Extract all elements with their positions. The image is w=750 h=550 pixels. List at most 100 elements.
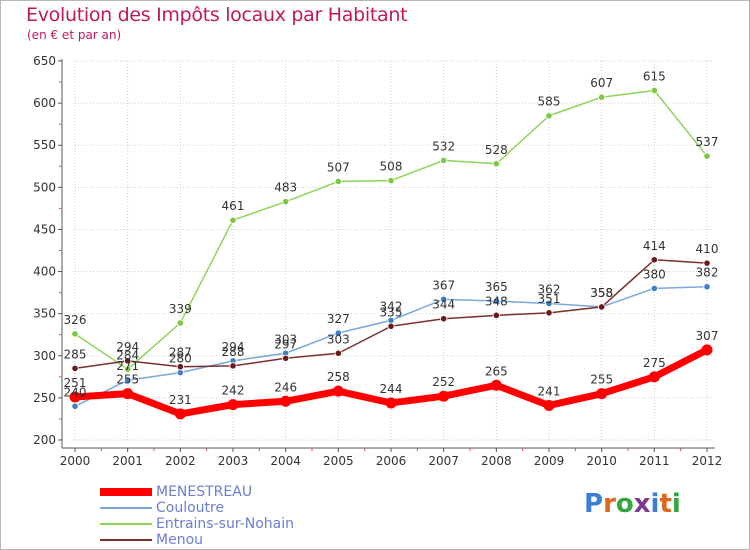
data-point-entrains-sur-nohain	[124, 365, 132, 373]
data-label-menou: 410	[696, 242, 719, 256]
data-point-entrains-sur-nohain	[282, 198, 290, 206]
data-label-couloutre: 271	[116, 359, 139, 373]
data-point-entrains-sur-nohain	[650, 86, 658, 95]
data-point-menestreau	[438, 390, 450, 402]
data-label-couloutre: 358	[590, 286, 613, 300]
x-tick-label: 2004	[270, 454, 301, 468]
data-label-menou: 348	[485, 294, 508, 308]
data-label-menou: 335	[380, 305, 403, 319]
data-label-couloutre: 280	[169, 352, 192, 366]
data-point-entrains-sur-nohain	[492, 160, 500, 168]
data-point-entrains-sur-nohain	[440, 156, 448, 164]
data-point-couloutre	[176, 369, 184, 377]
data-point-entrains-sur-nohain	[71, 330, 79, 338]
data-point-menou	[440, 315, 448, 323]
data-label-menestreau: 241	[538, 384, 561, 398]
data-label-menestreau: 244	[380, 382, 403, 396]
logo-letter: r	[603, 489, 616, 519]
legend-label-menestreau: MENESTREAU	[156, 484, 253, 500]
data-point-menestreau	[174, 408, 186, 420]
data-point-menou	[703, 259, 711, 267]
data-point-menestreau	[69, 391, 81, 403]
data-label-couloutre: 367	[432, 278, 455, 292]
data-label-menestreau: 231	[169, 393, 192, 407]
legend-swatch-couloutre	[100, 507, 152, 509]
data-point-menestreau	[701, 344, 713, 356]
data-label-entrains-sur-nohain: 585	[538, 95, 561, 109]
y-tick-label: 450	[33, 222, 56, 236]
data-label-menestreau: 307	[696, 329, 719, 343]
grid	[74, 60, 713, 441]
logo-letter: t	[659, 489, 672, 519]
data-point-menestreau	[280, 395, 292, 407]
x-tick-label: 2003	[218, 454, 249, 468]
data-point-entrains-sur-nohain	[598, 93, 606, 101]
x-tick-label: 2011	[639, 454, 670, 468]
data-label-entrains-sur-nohain: 615	[643, 69, 666, 83]
x-tick-label: 2008	[481, 454, 512, 468]
data-point-entrains-sur-nohain	[176, 319, 184, 327]
data-point-entrains-sur-nohain	[229, 216, 237, 224]
data-point-menou	[282, 354, 290, 362]
data-point-entrains-sur-nohain	[334, 177, 342, 186]
data-point-couloutre	[71, 402, 79, 410]
data-label-menestreau: 258	[327, 370, 350, 384]
data-label-menou: 285	[64, 347, 87, 361]
y-tick-label: 550	[33, 138, 56, 152]
data-label-menou: 303	[327, 332, 350, 346]
legend-item-menestreau: MENESTREAU	[100, 484, 360, 500]
data-label-entrains-sur-nohain: 607	[590, 76, 613, 90]
legend-item-couloutre: Couloutre	[100, 500, 360, 516]
data-label-couloutre: 240	[64, 385, 87, 399]
data-label-menou: 288	[222, 345, 245, 359]
data-point-menou	[176, 363, 184, 371]
data-label-entrains-sur-nohain: 339	[169, 302, 192, 316]
data-label-menou: 344	[432, 298, 455, 312]
legend-label-couloutre: Couloutre	[156, 500, 225, 516]
data-label-entrains-sur-nohain: 326	[64, 313, 87, 327]
data-point-menou	[545, 309, 553, 317]
data-label-entrains-sur-nohain: 508	[380, 160, 403, 174]
legend-label-entrains-sur-nohain: Entrains-sur-Nohain	[156, 516, 294, 532]
data-label-menestreau: 275	[643, 356, 666, 370]
data-point-couloutre	[492, 297, 500, 305]
data-point-couloutre	[703, 283, 711, 291]
chart-legend: MENESTREAU Couloutre Entrains-sur-Nohain Me…	[100, 484, 360, 548]
data-point-entrains-sur-nohain	[545, 112, 553, 120]
x-tick-label: 2007	[428, 454, 459, 468]
data-point-menestreau	[385, 397, 397, 409]
x-tick-label: 2006	[376, 454, 407, 468]
legend-swatch-menestreau	[100, 488, 152, 496]
data-label-menestreau: 252	[432, 375, 455, 389]
data-label-entrains-sur-nohain: 483	[274, 181, 297, 195]
data-label-menou: 414	[643, 239, 666, 253]
data-point-menou	[71, 364, 79, 373]
data-label-entrains-sur-nohain: 537	[696, 135, 719, 149]
data-label-menestreau: 242	[222, 384, 245, 398]
chart-title: Evolution des Impôts locaux par Habitant	[26, 4, 408, 26]
legend-item-entrains-sur-nohain: Entrains-sur-Nohain	[100, 516, 360, 532]
legend-item-menou: Menou	[100, 532, 360, 548]
data-point-menestreau	[332, 385, 344, 397]
data-point-couloutre	[440, 295, 448, 303]
proxiti-logo: Proxiti	[584, 489, 681, 519]
data-label-couloutre: 303	[274, 332, 297, 346]
data-point-entrains-sur-nohain	[703, 152, 711, 160]
y-tick-label: 600	[33, 96, 56, 110]
y-tick-label: 500	[33, 180, 56, 194]
logo-letter: i	[671, 489, 681, 519]
data-label-menou: 351	[538, 292, 561, 306]
data-label-couloutre: 342	[380, 299, 403, 313]
data-point-menestreau	[543, 399, 555, 411]
data-label-couloutre: 294	[222, 340, 245, 354]
data-label-entrains-sur-nohain: 528	[485, 143, 508, 157]
data-label-menestreau: 251	[64, 376, 87, 390]
data-point-couloutre	[545, 299, 553, 308]
logo-letter: i	[650, 489, 660, 519]
data-point-menou	[124, 357, 132, 365]
x-tick-label: 2002	[165, 454, 196, 468]
y-tick-label: 400	[33, 265, 56, 279]
data-label-menestreau: 255	[590, 373, 613, 387]
data-point-couloutre	[124, 376, 132, 384]
data-label-entrains-sur-nohain: 461	[222, 199, 245, 213]
